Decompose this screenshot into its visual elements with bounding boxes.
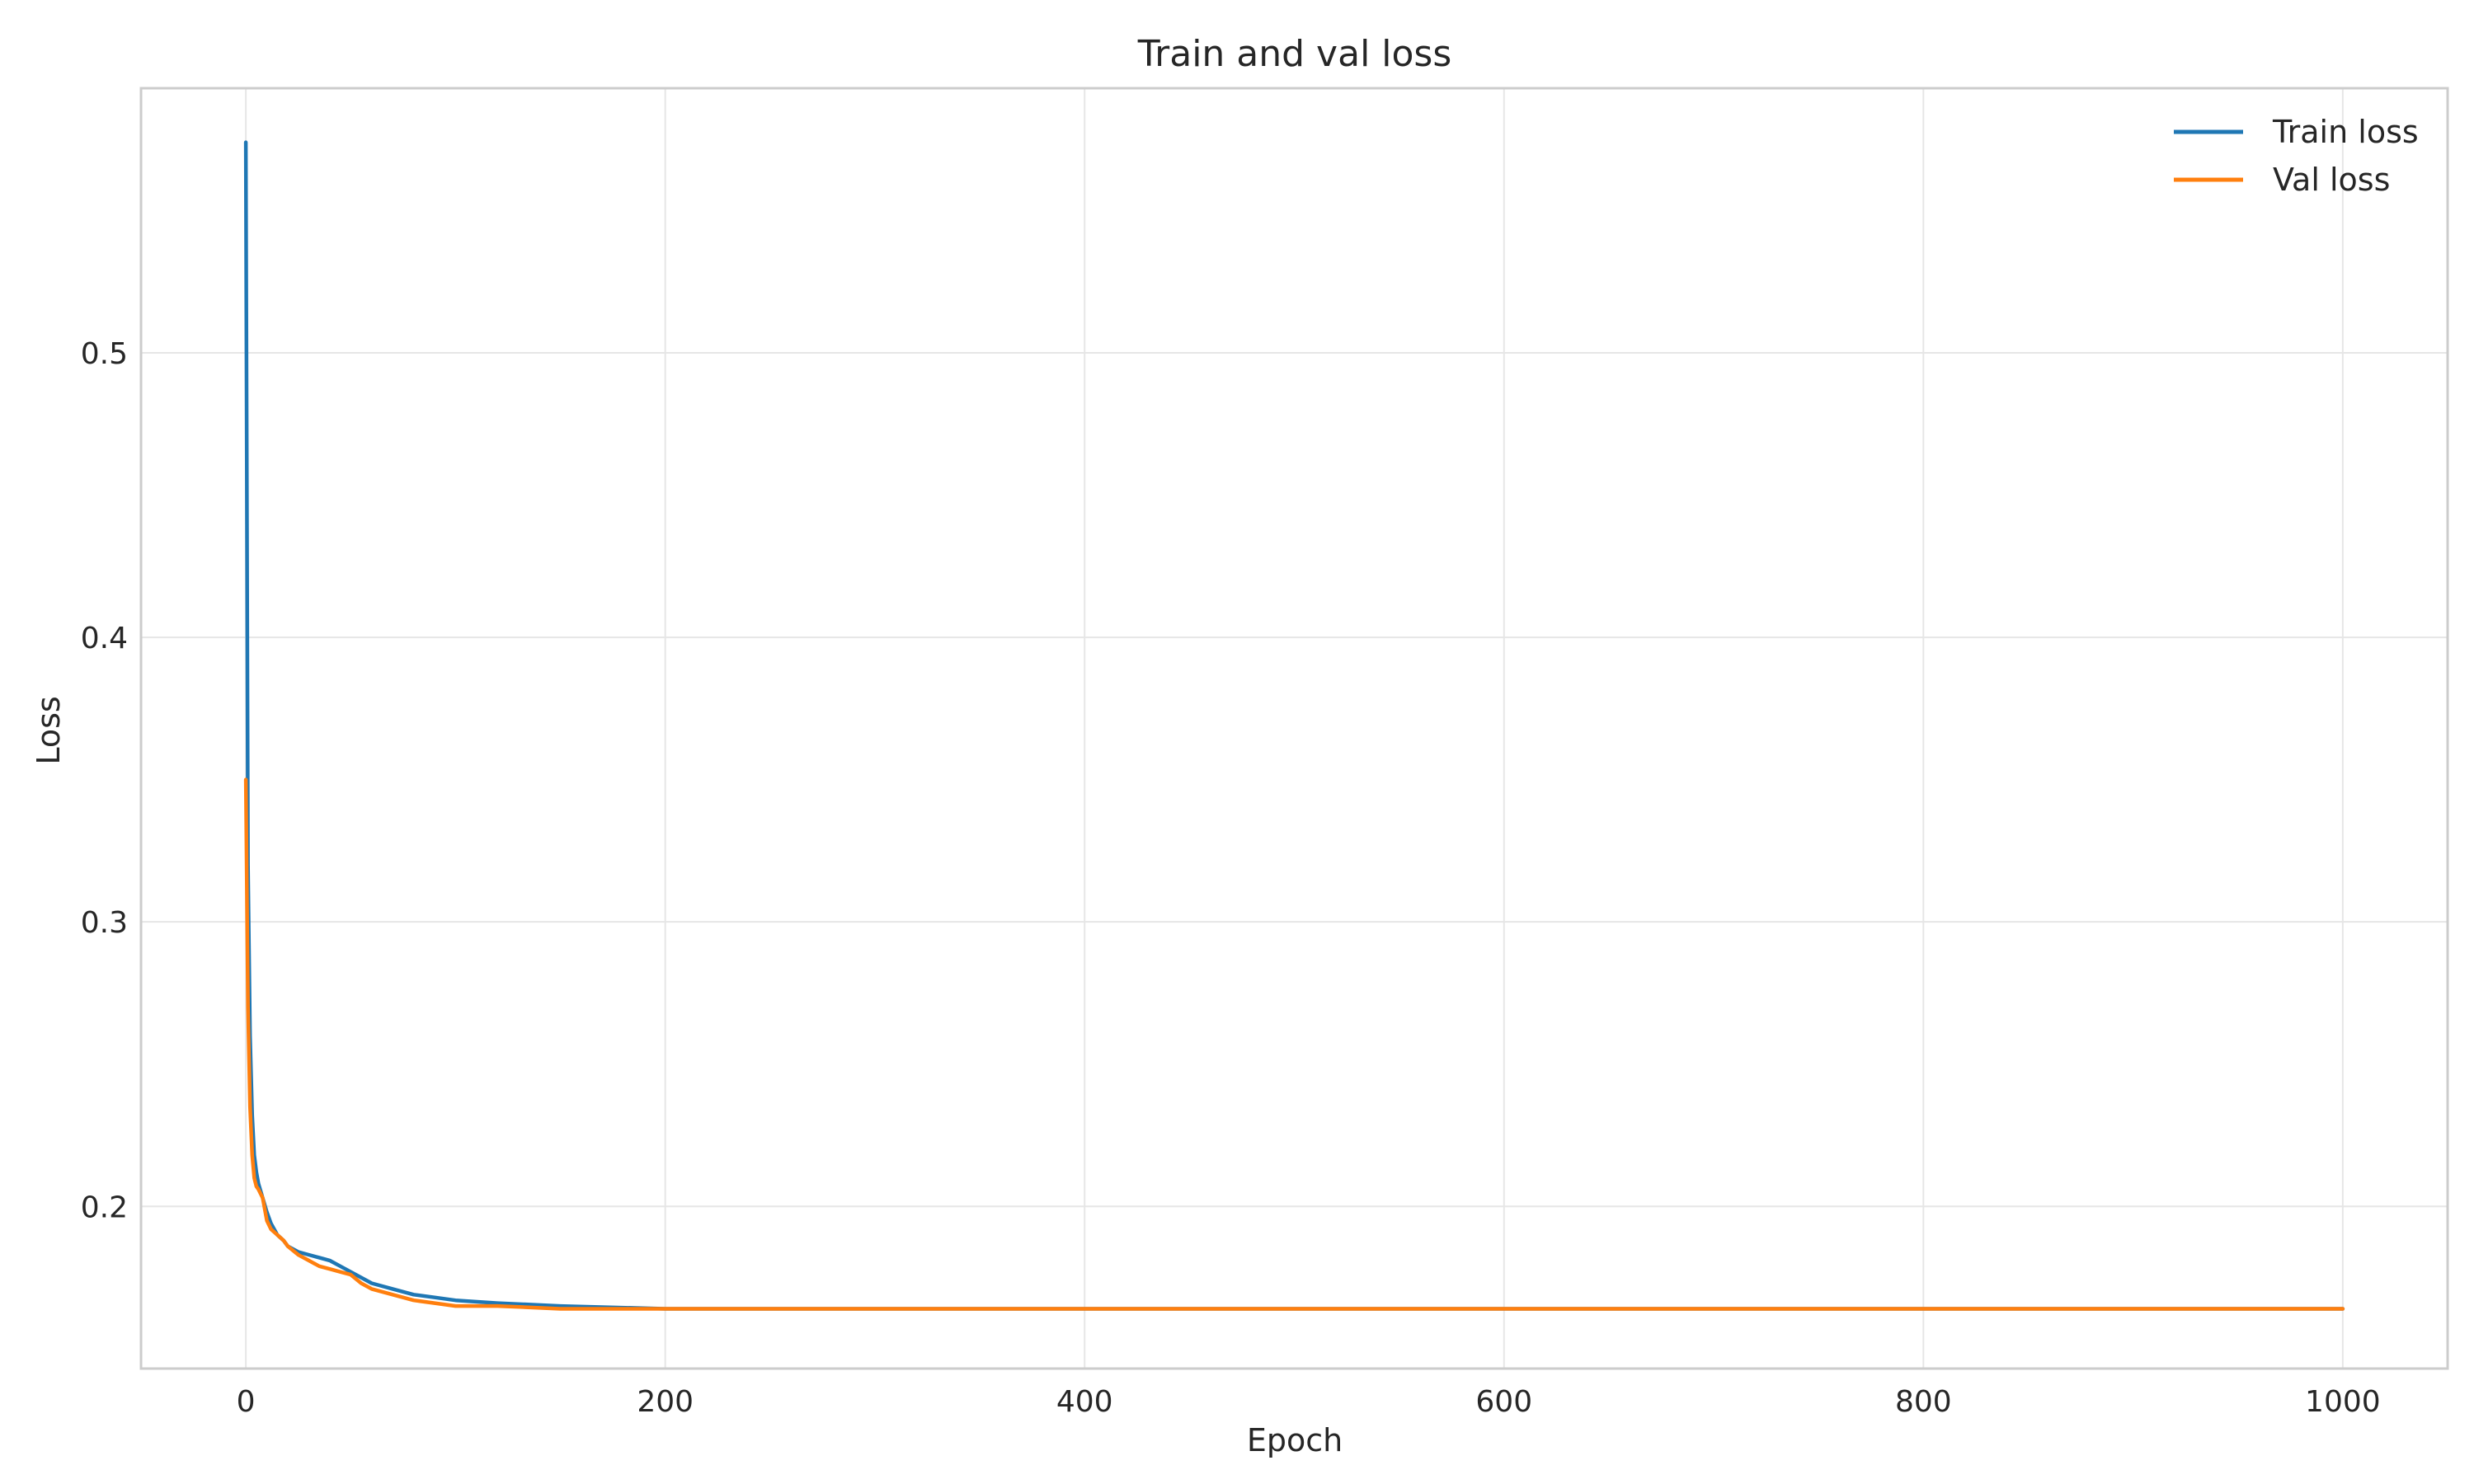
y-tick-label: 0.2 (81, 1190, 128, 1224)
chart-title: Train and val loss (1137, 33, 1452, 75)
x-tick-label: 600 (1475, 1385, 1532, 1419)
x-tick-label: 1000 (2305, 1385, 2381, 1419)
x-tick-label: 800 (1895, 1385, 1952, 1419)
series-layer (243, 140, 2345, 1311)
y-axis-ticks: 0.2 0.3 0.4 0.5 (81, 337, 128, 1224)
x-axis-ticks: 0 200 400 600 800 1000 (237, 1385, 2381, 1419)
x-tick-label: 0 (237, 1385, 256, 1419)
y-tick-label: 0.3 (81, 906, 128, 940)
y-tick-label: 0.5 (81, 337, 128, 371)
legend: Train loss Val loss (2174, 114, 2419, 198)
series-line-1 (243, 777, 2345, 1311)
x-tick-label: 400 (1056, 1385, 1113, 1419)
legend-label-1: Val loss (2273, 162, 2390, 198)
y-axis-label: Loss (31, 696, 67, 764)
y-tick-label: 0.4 (81, 622, 128, 655)
series-line-0 (243, 140, 2345, 1311)
x-axis-label: Epoch (1247, 1422, 1343, 1458)
grid (141, 88, 2448, 1369)
plot-frame (139, 87, 2449, 1370)
legend-label-0: Train loss (2272, 114, 2419, 150)
x-tick-label: 200 (637, 1385, 694, 1419)
